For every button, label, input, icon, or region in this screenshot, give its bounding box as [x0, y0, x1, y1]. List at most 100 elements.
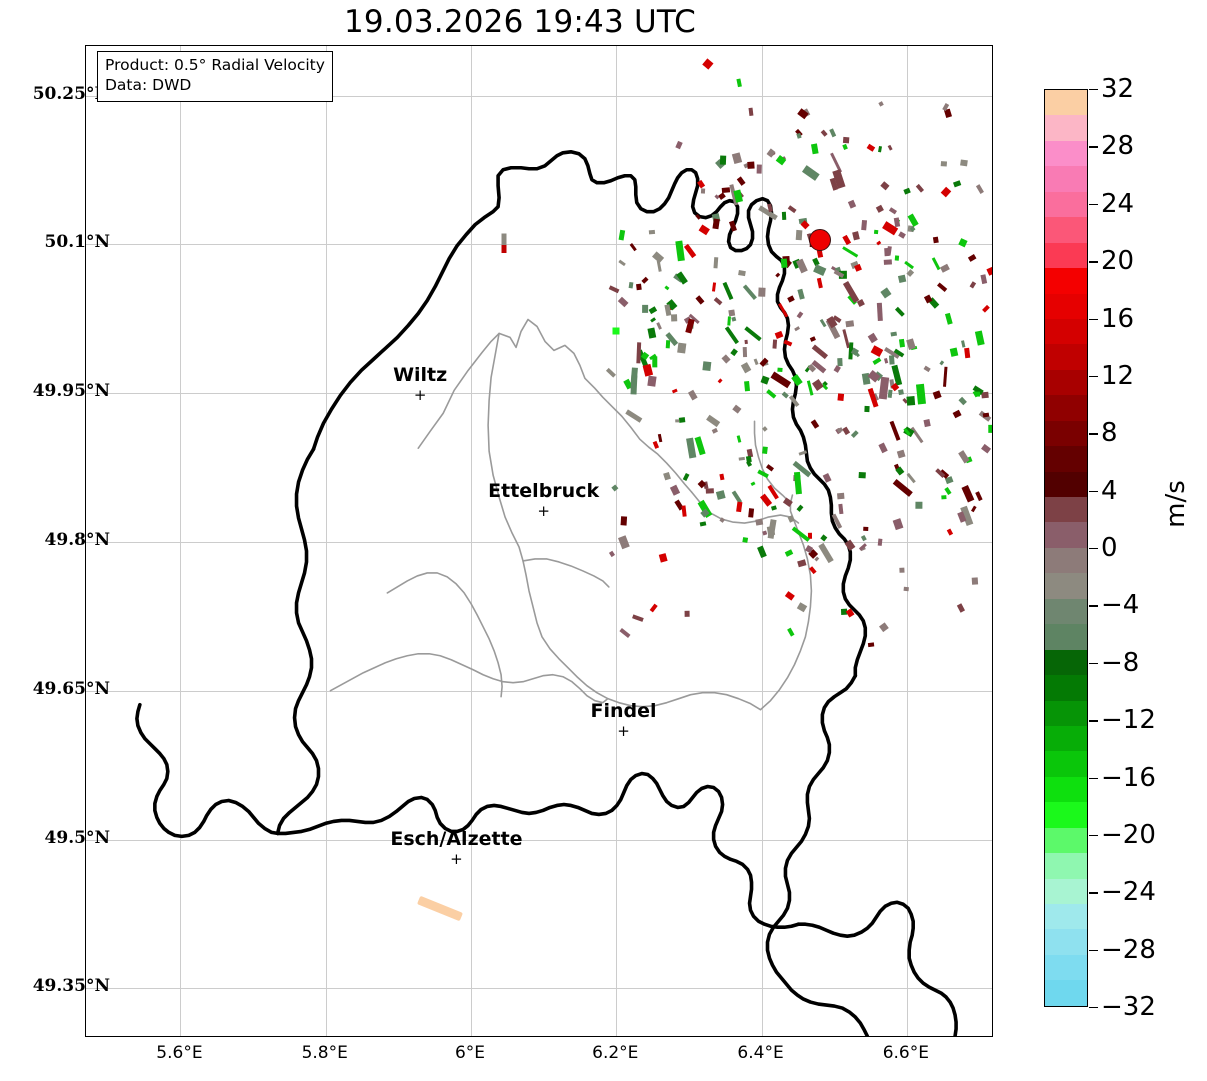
colorbar-band-11 [1045, 369, 1087, 396]
radar-echo-pixel [630, 374, 638, 395]
radar-echo-pixel [744, 339, 749, 345]
colorbar-tick-label-13: −20 [1101, 819, 1156, 850]
colorbar-tick-label-16: −32 [1101, 992, 1156, 1022]
radar-echo-pixel [719, 155, 726, 165]
radar-echo-pixel [851, 231, 860, 242]
radar-echo-pixel [899, 567, 905, 573]
radar-echo-pixel [889, 355, 895, 365]
radar-echo-pixel [636, 283, 642, 291]
gridline-horizontal-1 [86, 244, 992, 246]
colorbar-band-23 [1045, 675, 1087, 701]
colorbar-band-31 [1045, 878, 1087, 904]
colorbar-tick-label-12: −16 [1101, 762, 1156, 793]
gridline-horizontal-0 [86, 95, 992, 97]
radar-echo-pixel [646, 375, 657, 386]
colorbar-tick-label-3: 20 [1101, 246, 1135, 277]
city-name-text: Esch/Alzette [390, 827, 523, 850]
colorbar-band-5 [1045, 217, 1087, 243]
radar-echo-pixel [837, 492, 845, 499]
radar-echo-pixel [963, 347, 971, 359]
radar-echo-pixel [933, 236, 939, 243]
colorbar-tick-label-9: −4 [1101, 590, 1140, 621]
city-name-text: Findel [590, 699, 657, 722]
radar-echo-pixel [972, 577, 979, 585]
x-tick-label-1: 5.8°E [301, 1043, 348, 1063]
city-name-text: Wiltz [393, 364, 448, 387]
radar-echo-pixel [941, 494, 947, 499]
x-tick-label-5: 6.6°E [882, 1043, 929, 1063]
colorbar-band-15 [1045, 471, 1087, 497]
city-name-text: Ettelbruck [488, 480, 600, 503]
gridline-vertical-1 [325, 46, 327, 1036]
radar-echo-pixel [842, 137, 850, 144]
radar-echo-pixel [906, 396, 915, 407]
colorbar-tick-15 [1089, 949, 1098, 952]
colorbar-band-35 [1045, 980, 1087, 1006]
colorbar-tick-label-1: 28 [1101, 131, 1135, 162]
colorbar-tick-label-6: 8 [1101, 418, 1118, 449]
radar-echo-pixel [902, 586, 909, 592]
radar-echo-pixel [949, 347, 959, 357]
radar-echo-pixel [858, 472, 867, 479]
colorbar-band-13 [1045, 420, 1087, 447]
radar-echo-pixel [636, 341, 641, 364]
colorbar-tick-2 [1089, 203, 1098, 206]
colorbar-tick-1 [1089, 146, 1098, 148]
colorbar-band-26 [1045, 751, 1087, 777]
radar-echo-pixel [777, 367, 784, 373]
radar-echo-pixel [873, 230, 879, 235]
colorbar-band-28 [1045, 802, 1087, 828]
y-tick-text: 50.1°N [44, 232, 110, 253]
radar-echo-pixel [677, 342, 686, 354]
gridline-horizontal-6 [86, 988, 992, 990]
colorbar-tick-8 [1089, 548, 1098, 550]
colorbar-band-9 [1045, 318, 1087, 345]
x-tick-label-3: 6.2°E [592, 1043, 639, 1063]
radar-echo-pixel [706, 487, 715, 494]
radar-echo-pixel [701, 188, 706, 194]
radar-echo-pixel [884, 247, 890, 256]
city-label-esch-alzette: Esch/Alzette + [390, 827, 523, 867]
colorbar-band-27 [1045, 776, 1087, 803]
colorbar-band-19 [1045, 573, 1087, 599]
info-data-source: Data: DWD [105, 75, 192, 94]
colorbar-tick-label-2: 24 [1101, 188, 1135, 219]
radar-echo-pixel [762, 446, 768, 454]
radar-echo-pixel [702, 361, 712, 372]
radar-echo-pixel [757, 288, 766, 297]
radar-echo-pixel [988, 425, 992, 434]
radar-echo-pixel [744, 380, 751, 391]
colorbar-tick-label-10: −8 [1101, 647, 1140, 678]
city-marker-icon: + [617, 721, 630, 740]
colorbar-band-24 [1045, 700, 1087, 726]
y-tick-text: 49.5°N [44, 827, 110, 848]
colorbar-tick-label-4: 16 [1101, 303, 1135, 334]
radar-echo-pixel [738, 456, 745, 461]
city-marker-icon: + [413, 386, 427, 405]
map-plot-area: Product: 0.5° Radial Velocity Data: DWD … [85, 45, 993, 1037]
radar-echo-pixel [711, 218, 720, 230]
colorbar-tick-0 [1089, 89, 1098, 91]
y-tick-text: 50.25°N [32, 83, 110, 104]
radar-echo-pixel [649, 229, 656, 234]
radar-echo-pixel [748, 107, 754, 117]
radar-echo-pixel [735, 78, 742, 88]
radar-echo-pixel [738, 270, 747, 277]
gridline-horizontal-3 [86, 542, 992, 543]
colorbar-tick-7 [1089, 490, 1098, 493]
radar-echo-pixel [620, 516, 627, 526]
x-tick-label-4: 6.4°E [737, 1043, 784, 1063]
colorbar-tick-label-7: 4 [1101, 475, 1118, 506]
colorbar-tick-label-11: −12 [1101, 705, 1156, 736]
city-marker-icon: + [537, 502, 550, 521]
colorbar-tick-16 [1089, 1007, 1098, 1009]
radar-site-marker [808, 229, 831, 252]
gridline-horizontal-4 [86, 690, 992, 692]
gridline-horizontal-5 [86, 839, 992, 841]
colorbar-band-2 [1045, 140, 1087, 167]
radar-echo-pixel [899, 338, 906, 348]
radar-echo-pixel [891, 331, 898, 337]
radar-echo-pixel [501, 245, 507, 253]
colorbar-band-7 [1045, 268, 1087, 294]
radar-echo-pixel [747, 161, 755, 169]
